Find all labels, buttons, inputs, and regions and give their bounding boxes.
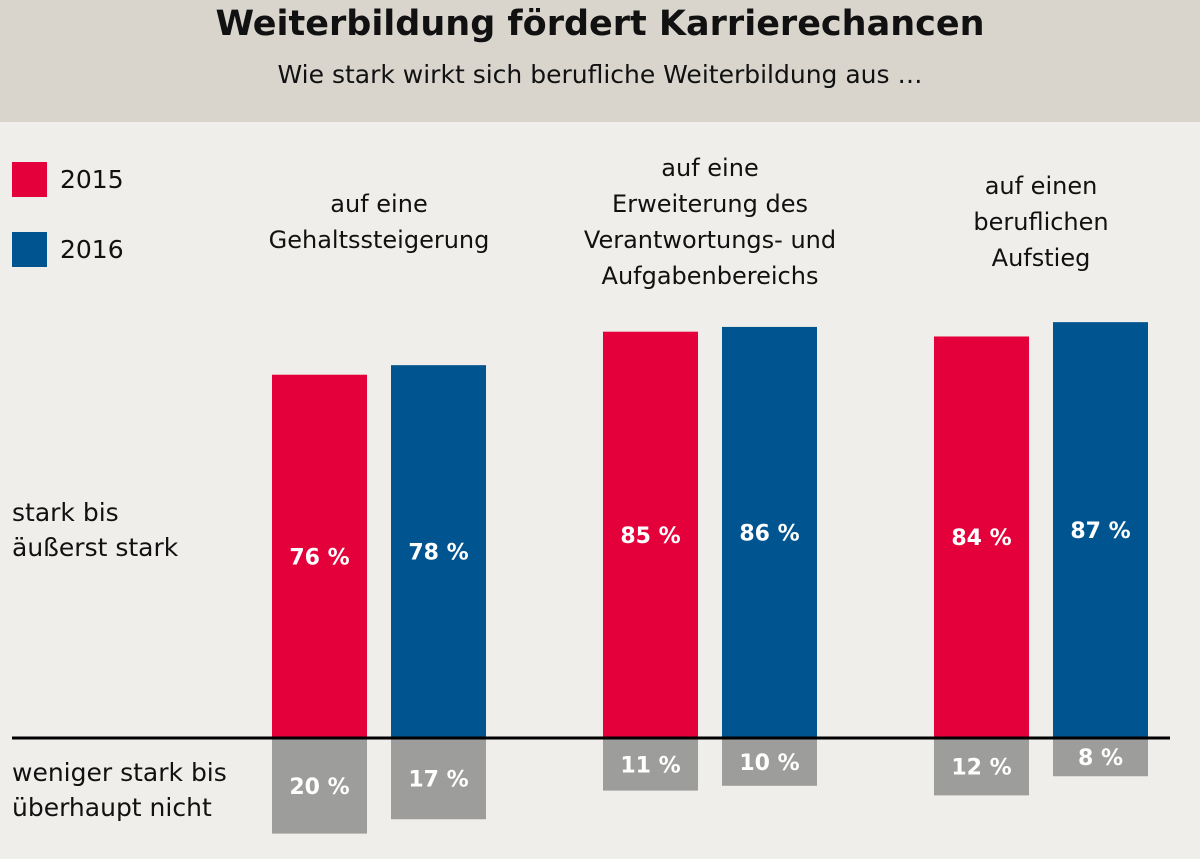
bar-negative-2016 <box>722 738 817 786</box>
bar-positive-2016 <box>391 365 486 738</box>
legend-item-2015: 2015 <box>12 162 124 197</box>
legend-label: 2016 <box>60 235 124 264</box>
bar-positive-2016 <box>722 326 817 738</box>
bar-negative-2015 <box>934 738 1029 796</box>
row-label-line: weniger stark bis <box>12 758 227 787</box>
row-label-line: überhaupt nicht <box>12 793 212 822</box>
data-label: 20 % <box>289 775 349 800</box>
data-label: 86 % <box>739 521 799 546</box>
bar-negative-2015 <box>272 738 367 834</box>
category-label-line: Verantwortungs- und <box>583 226 837 254</box>
data-label: 76 % <box>289 545 349 570</box>
row-label-line: stark bis <box>12 498 119 527</box>
row-label-positive: stark bis äußerst stark <box>12 495 178 565</box>
header-band <box>0 0 1200 122</box>
bar-negative-2016 <box>1053 738 1148 777</box>
category-label-line: Erweiterung des <box>612 190 808 218</box>
bar-negative-2016 <box>391 738 486 820</box>
data-label: 85 % <box>620 524 680 549</box>
bar-positive-2015 <box>603 331 698 738</box>
row-label-line: äußerst stark <box>12 533 179 562</box>
data-label: 87 % <box>1070 519 1130 544</box>
data-label: 11 % <box>620 753 680 778</box>
data-label: 12 % <box>951 756 1011 781</box>
bar-positive-2015 <box>934 336 1029 738</box>
category-label-line: beruflichen <box>973 208 1109 236</box>
legend-label: 2015 <box>60 165 124 194</box>
category-label: auf eine Gehaltssteigerung <box>229 186 529 258</box>
legend-swatch-2015 <box>12 162 47 197</box>
data-label: 78 % <box>408 541 468 566</box>
data-label: 8 % <box>1078 746 1123 771</box>
legend-swatch-2016 <box>12 232 47 267</box>
data-label: 84 % <box>951 526 1011 551</box>
category-label-line: auf einen <box>984 172 1098 200</box>
legend-item-2016: 2016 <box>12 232 124 267</box>
chart-subtitle: Wie stark wirkt sich berufliche Weiterbi… <box>277 60 923 89</box>
category-label-line: Gehaltssteigerung <box>268 226 490 254</box>
category-label-line: auf eine <box>330 190 428 218</box>
chart-title: Weiterbildung fördert Karrierechancen <box>215 4 985 44</box>
category-label-line: Aufgabenbereichs <box>601 262 819 290</box>
bar-positive-2015 <box>272 374 367 738</box>
data-label: 10 % <box>739 751 799 776</box>
category-label-line: auf eine <box>661 154 759 182</box>
category-label-line: Aufstieg <box>991 244 1091 272</box>
bar-negative-2015 <box>603 738 698 791</box>
category-label: auf einen beruflichen Aufstieg <box>891 168 1191 276</box>
category-label: auf eine Erweiterung des Verantwortungs- u… <box>560 150 860 294</box>
row-label-negative: weniger stark bis überhaupt nicht <box>12 755 227 825</box>
bar-positive-2016 <box>1053 322 1148 738</box>
data-label: 17 % <box>408 768 468 793</box>
